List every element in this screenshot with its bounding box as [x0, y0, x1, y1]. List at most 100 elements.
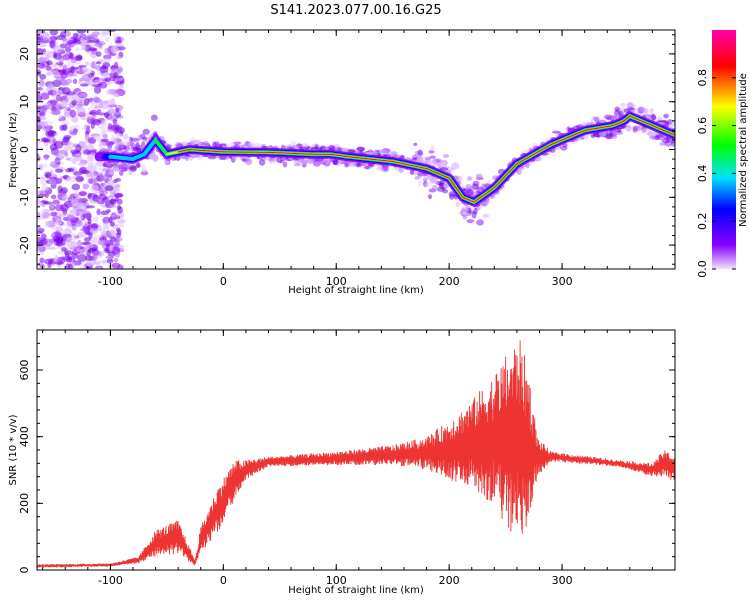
heat-blob [96, 61, 102, 65]
heat-blob [137, 134, 143, 141]
heat-blob [245, 158, 253, 166]
heat-blob [258, 158, 266, 166]
heat-blob [74, 55, 83, 62]
heat-blob [96, 112, 106, 116]
heat-blob [190, 154, 195, 159]
heat-blob [116, 198, 123, 205]
heat-blob [68, 168, 75, 173]
snr-background [37, 330, 675, 570]
heat-blob [102, 134, 108, 139]
heat-blob [132, 146, 139, 152]
heat-blob [417, 180, 422, 186]
heat-blob [140, 171, 149, 176]
heat-blob [105, 208, 111, 213]
heat-blob [97, 239, 106, 245]
chart-title: S141.2023.077.00.16.G25 [270, 3, 441, 18]
heat-blob [115, 140, 121, 146]
heat-blob [109, 204, 117, 209]
heat-blob [79, 248, 88, 255]
heat-blob [107, 107, 114, 114]
heat-blob [476, 219, 484, 226]
heat-blob [609, 115, 616, 120]
heat-blob [115, 80, 125, 85]
heat-blob [62, 136, 71, 141]
heat-blob [54, 140, 64, 149]
heat-blob [62, 234, 72, 243]
heat-blob [150, 114, 158, 121]
heat-blob [55, 94, 62, 102]
heat-blob [90, 184, 99, 191]
heat-blob [115, 133, 123, 137]
heat-blob [100, 33, 107, 38]
heat-blob [114, 89, 125, 94]
heat-blob [61, 241, 67, 247]
heat-blob [189, 137, 196, 145]
heat-blob [62, 106, 70, 110]
heat-blob [665, 136, 670, 143]
heat-blob [76, 30, 87, 34]
heat-blob [67, 242, 74, 249]
heat-blob [344, 164, 349, 168]
heat-blob [140, 164, 147, 169]
heat-blob [146, 133, 152, 141]
heat-blob [75, 248, 82, 253]
heat-blob [427, 194, 433, 200]
heat-blob [85, 61, 90, 66]
heat-blob [49, 212, 56, 217]
heat-blob [37, 142, 41, 147]
heat-blob [65, 78, 73, 84]
heat-blob [106, 180, 115, 185]
heat-blob [79, 83, 89, 87]
heat-blob [37, 196, 41, 203]
heat-blob [475, 173, 483, 179]
heat-blob [429, 155, 436, 159]
heat-blob [45, 72, 52, 76]
heat-blob [96, 137, 102, 143]
heat-blob [83, 98, 90, 106]
heat-blob [103, 112, 110, 118]
heat-blob [54, 132, 59, 137]
heat-blob [98, 43, 103, 49]
heat-blob [104, 171, 111, 178]
heat-blob [482, 213, 490, 217]
heat-blob [78, 92, 87, 98]
heat-blob [430, 145, 435, 151]
heat-blob [97, 82, 103, 87]
heat-blob [37, 57, 46, 64]
heat-blob [663, 113, 669, 119]
heat-blob [649, 107, 654, 114]
heat-blob [113, 72, 119, 77]
heat-blob [38, 79, 45, 87]
heat-blob [424, 156, 431, 161]
heat-blob [95, 104, 105, 108]
heat-blob [107, 147, 112, 153]
heat-blob [465, 189, 474, 196]
heat-blob [437, 161, 446, 168]
heat-blob [72, 78, 78, 85]
heat-blob [62, 30, 71, 38]
heat-blob [60, 247, 67, 252]
heat-blob [102, 118, 108, 127]
heat-blob [116, 204, 122, 210]
heat-blob [90, 122, 95, 129]
heat-blob [81, 67, 89, 73]
heat-blob [96, 208, 101, 216]
heat-blob [45, 124, 51, 132]
heat-blob [81, 73, 92, 82]
heat-blob [418, 171, 423, 178]
heat-blob [71, 99, 78, 106]
heat-blob [60, 71, 69, 79]
heat-blob [82, 221, 89, 227]
heat-blob [135, 141, 140, 148]
heat-blob [60, 82, 70, 86]
heat-blob [79, 210, 84, 219]
heat-blob [74, 96, 80, 101]
heat-blob [53, 148, 60, 157]
heat-blob [111, 262, 121, 269]
heat-blob [54, 255, 59, 263]
heat-blob [102, 216, 111, 224]
heat-blob [63, 250, 74, 256]
heat-blob [58, 229, 69, 234]
heat-blob [109, 237, 117, 243]
